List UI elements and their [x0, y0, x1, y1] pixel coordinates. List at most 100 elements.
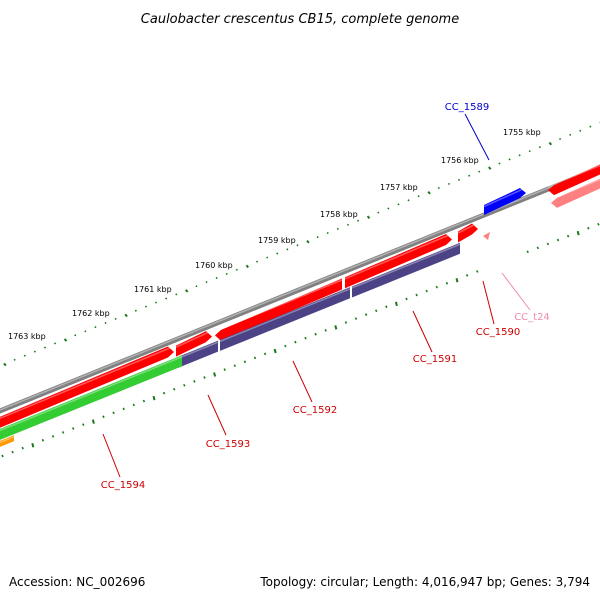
- scale-dot: [84, 330, 87, 333]
- inner-scale-dot: [122, 407, 125, 411]
- scale-dot: [255, 260, 259, 263]
- scale-tick-label: 1757 kbp: [380, 183, 418, 192]
- inner-scale-dot: [132, 403, 136, 407]
- inner-scale-dots: [1, 222, 600, 458]
- scale-dot: [266, 256, 269, 259]
- cds-cc-1592-reverse-highlight: [219, 288, 351, 343]
- scale-dot: [306, 240, 310, 244]
- gene-label[interactable]: CC_1592: [293, 405, 337, 416]
- inner-scale-dot: [82, 423, 85, 426]
- scale-dot: [74, 334, 77, 337]
- genome-summary-text: Topology: circular; Length: 4,016,947 bp…: [259, 575, 590, 589]
- scale-dot: [165, 297, 168, 300]
- scale-dot: [205, 280, 208, 284]
- cds-right-pink-highlight: [550, 178, 600, 201]
- scale-dot: [447, 182, 451, 186]
- inner-scale-dot: [183, 383, 186, 387]
- inner-scale-dot: [233, 364, 237, 368]
- inner-scale-dot: [455, 278, 459, 283]
- inner-scale-dot: [203, 376, 206, 379]
- cds-cc-1592-reverse: [220, 287, 350, 351]
- scale-dot: [579, 129, 582, 132]
- inner-scale-dot: [243, 360, 247, 364]
- backbone-highlight: [0, 166, 600, 411]
- scale-dot: [346, 223, 350, 226]
- inner-scale-dot: [354, 317, 358, 320]
- inner-scale-dot: [142, 399, 146, 403]
- inner-scale-dot: [526, 250, 529, 254]
- scale-dot: [387, 207, 390, 210]
- orange-feature: [0, 435, 14, 447]
- inner-scale-dot: [374, 309, 378, 313]
- scale-dot: [377, 211, 380, 214]
- inner-scale-dot: [162, 391, 166, 395]
- scale-dot: [457, 178, 461, 181]
- inner-scale-dot: [465, 274, 469, 277]
- cds-cc-1591-reverse-highlight: [351, 243, 461, 289]
- scale-dot: [144, 305, 148, 308]
- inner-scale-dot: [1, 454, 4, 458]
- scale-dots: [3, 121, 600, 367]
- orange-feature-highlight: [0, 436, 15, 444]
- inner-scale-dot: [405, 297, 408, 301]
- inner-scale-dot: [31, 442, 35, 448]
- gene-label[interactable]: CC_1589: [445, 102, 489, 113]
- scale-dot: [407, 199, 410, 202]
- scale-labels: 1755 kbp 1756 kbp 1757 kbp 1758 kbp 1759 kbp…: [8, 128, 541, 341]
- inner-scale-dot: [294, 340, 297, 344]
- scale-dot: [245, 264, 250, 269]
- inner-scale-dot: [394, 301, 398, 307]
- scale-tick-label: 1758 kbp: [320, 210, 358, 219]
- gene-leader-line: [482, 280, 495, 325]
- gene-leader-line: [412, 310, 433, 353]
- scale-dot: [104, 321, 107, 325]
- cds-cc-1591-forward-highlight: [344, 234, 449, 280]
- scale-dot: [498, 162, 501, 165]
- trna-cc-t24: [483, 232, 490, 240]
- gene-callouts: CC_1589 CC_1590 CC_t24 CC_1591 CC_1592 CC_159…: [101, 102, 550, 491]
- inner-scale-dot: [576, 230, 580, 236]
- inner-scale-dot: [21, 446, 24, 450]
- scale-tick-label: 1760 kbp: [195, 261, 233, 270]
- genome-backbone: [0, 165, 600, 414]
- gene-leader-line: [102, 433, 121, 478]
- inner-scale-dot: [284, 344, 287, 348]
- inner-scale-dot: [445, 281, 449, 285]
- scale-dot: [508, 158, 511, 161]
- scale-dot: [3, 362, 7, 367]
- inner-scale-dot: [91, 419, 95, 424]
- gene-label[interactable]: CC_1594: [101, 480, 145, 491]
- scale-dot: [437, 186, 440, 190]
- gene-label[interactable]: CC_1593: [206, 439, 250, 450]
- scale-tick-label: 1763 kbp: [8, 332, 46, 341]
- inner-scale-dot: [273, 348, 277, 354]
- inner-scale-dot: [475, 270, 479, 273]
- scale-tick-label: 1759 kbp: [258, 236, 296, 245]
- inner-scale-dot: [597, 222, 600, 226]
- inner-scale-dot: [324, 328, 327, 332]
- scale-dot: [33, 350, 36, 353]
- gene-leader-line: [292, 360, 313, 403]
- scale-dot: [589, 125, 592, 128]
- scale-dot: [336, 227, 339, 231]
- scale-dot: [94, 325, 97, 329]
- cds-cc-1591-forward: [345, 233, 452, 289]
- inner-scale-dot: [304, 336, 307, 340]
- inner-scale-dot: [415, 293, 418, 297]
- inner-scale-dot: [51, 435, 55, 438]
- gene-label[interactable]: CC_t24: [514, 312, 550, 323]
- scale-tick-label: 1756 kbp: [441, 156, 479, 165]
- scale-dot: [397, 203, 400, 206]
- inner-scale-dot: [11, 450, 14, 454]
- scale-dot: [185, 289, 189, 293]
- inner-scale-dot: [556, 238, 560, 242]
- feature-track: [0, 164, 600, 447]
- scale-dot: [175, 293, 178, 296]
- scale-dot: [356, 219, 360, 222]
- genome-title: Caulobacter crescentus CB15, complete ge…: [141, 12, 459, 27]
- gene-label[interactable]: CC_1591: [413, 354, 457, 365]
- gene-label[interactable]: CC_1590: [476, 327, 520, 338]
- scale-tick-label: 1755 kbp: [503, 128, 541, 137]
- scale-dot: [43, 346, 47, 349]
- scale-dot: [154, 301, 158, 304]
